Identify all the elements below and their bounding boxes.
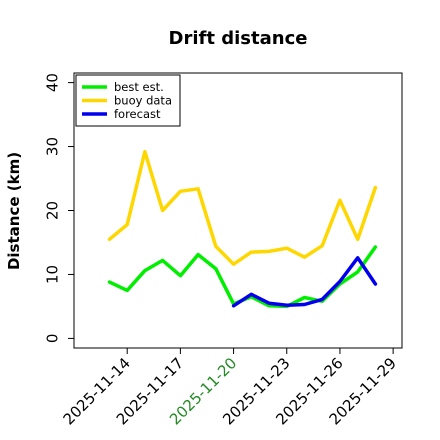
legend-label: buoy data — [114, 94, 172, 108]
y-axis: 0 10 20 30 40 — [43, 73, 74, 343]
series-lines — [107, 149, 378, 309]
y-tick-label: 40 — [43, 73, 61, 92]
chart-title: Drift distance — [169, 28, 308, 49]
y-axis-label: Distance (km) — [5, 152, 23, 270]
x-axis: 2025-11-142025-11-172025-11-202025-11-23… — [60, 348, 400, 428]
legend-label: best est. — [114, 80, 164, 94]
series-line-best-est — [107, 245, 378, 309]
y-tick-label: 10 — [43, 265, 61, 284]
series-line-forecast — [231, 256, 378, 308]
legend-label: forecast — [114, 107, 161, 121]
y-tick-label: 30 — [43, 137, 61, 156]
series-line-buoy-data — [107, 149, 378, 266]
y-tick-label: 20 — [43, 201, 61, 220]
y-tick-label: 0 — [43, 334, 61, 344]
